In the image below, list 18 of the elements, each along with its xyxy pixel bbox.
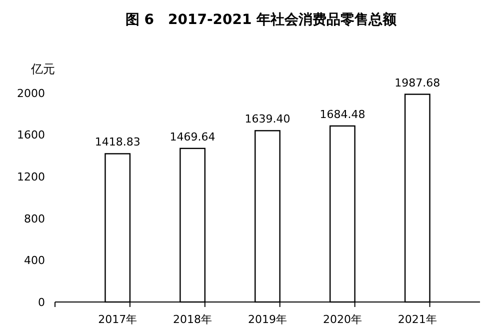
- x-tick-label: 2020年: [322, 313, 362, 326]
- data-label: 1469.64: [170, 130, 216, 144]
- data-label: 1987.68: [394, 76, 440, 90]
- x-tick-label: 2021年: [398, 313, 437, 326]
- y-tick-label: 0: [38, 296, 45, 309]
- x-tick-label: 2019年: [248, 313, 287, 326]
- data-label: 1684.48: [320, 108, 366, 121]
- data-label: 1639.40: [244, 112, 290, 126]
- data-label: 1418.83: [94, 136, 140, 149]
- y-tick-label: 800: [24, 212, 45, 226]
- y-tick-label: 400: [24, 254, 45, 268]
- x-tick-label: 2017年: [98, 313, 138, 326]
- y-axis-title: 亿元: [30, 62, 55, 76]
- chart-title: 图 6 2017-2021 年社会消费品零售总额: [125, 11, 398, 28]
- y-tick-label: 1600: [17, 128, 45, 142]
- y-tick-label: 1200: [17, 170, 45, 184]
- y-tick-label: 2000: [17, 86, 45, 100]
- x-tick-label: 2018年: [173, 313, 212, 326]
